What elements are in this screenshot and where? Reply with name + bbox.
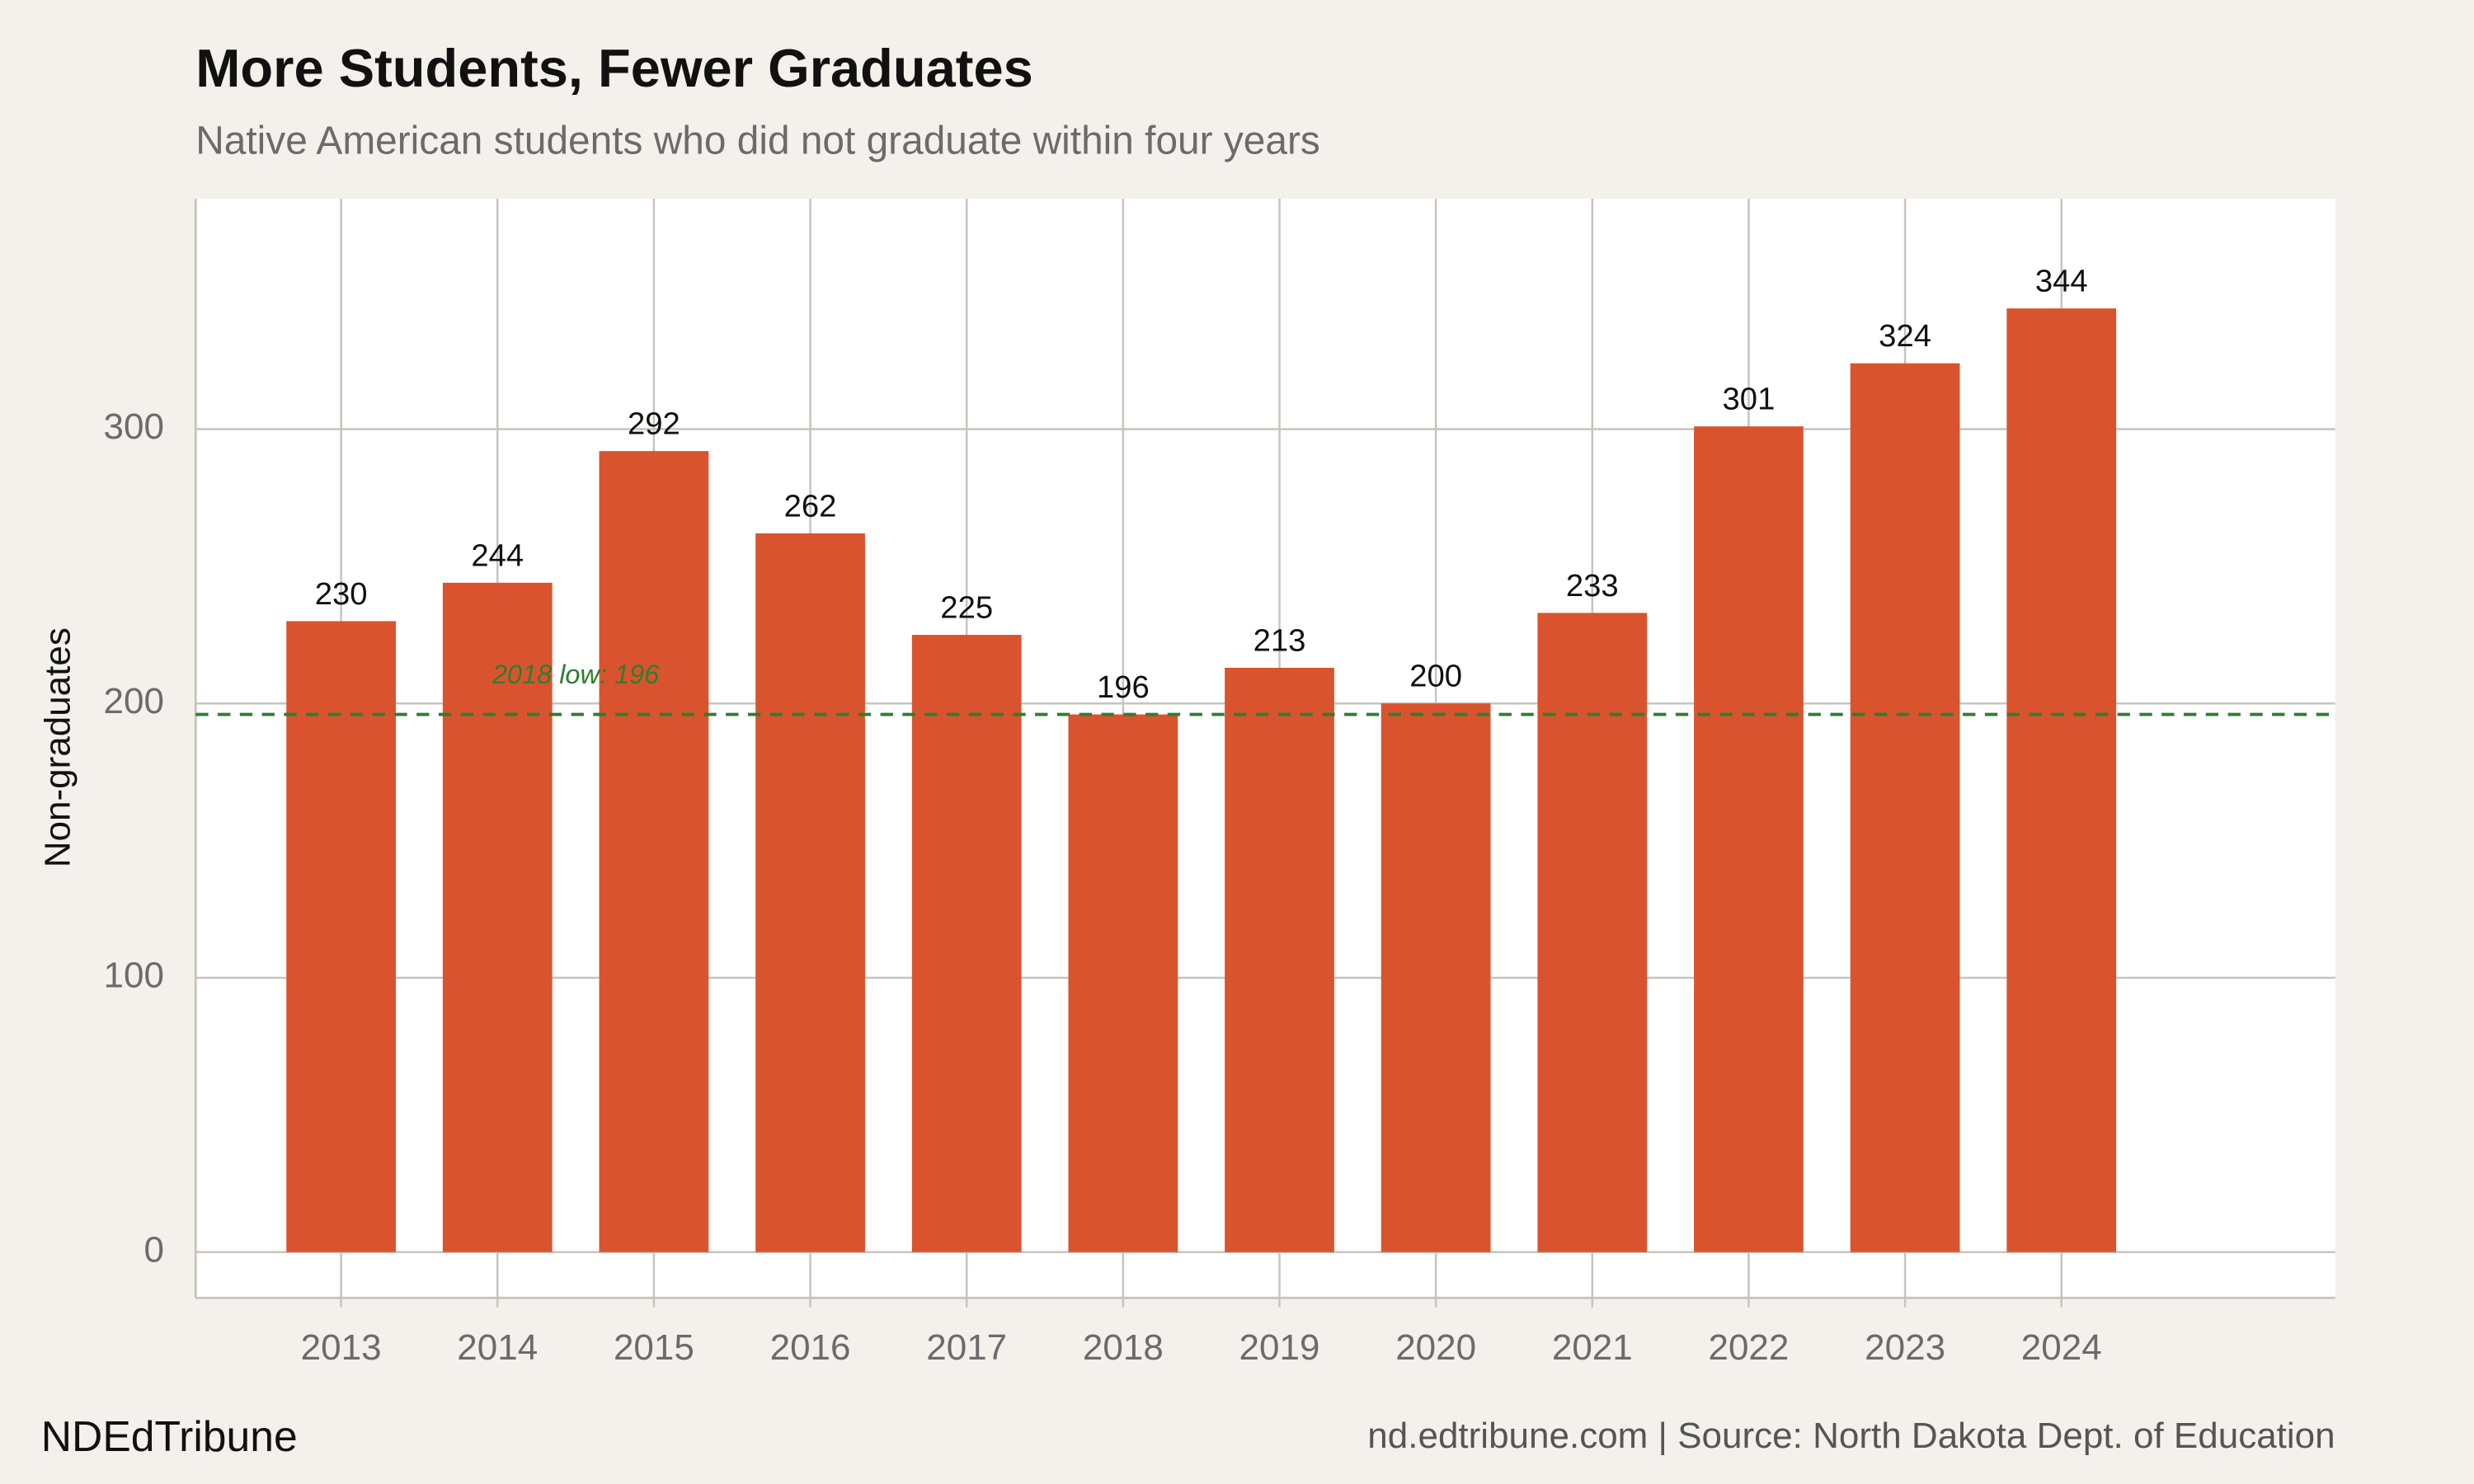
value-label: 344	[2035, 264, 2088, 299]
y-tick-label: 100	[104, 956, 164, 996]
value-label: 200	[1409, 659, 1462, 694]
x-tick-label: 2024	[2021, 1327, 2102, 1368]
x-tick-label: 2016	[770, 1327, 851, 1368]
bar	[1380, 703, 1491, 1252]
x-tick-label: 2021	[1552, 1327, 1633, 1368]
bar	[1537, 613, 1648, 1252]
y-tick-label: 0	[143, 1229, 163, 1270]
x-tick-label: 2020	[1395, 1327, 1476, 1368]
reference-label: 2018 low: 196	[492, 660, 660, 689]
value-label: 233	[1566, 568, 1619, 603]
bar	[2006, 308, 2117, 1252]
bar	[1694, 426, 1804, 1252]
chart-title: More Students, Fewer Graduates	[195, 38, 1033, 98]
x-tick-label: 2015	[614, 1327, 694, 1368]
brand: NDEdTribune	[41, 1412, 298, 1460]
value-label: 230	[315, 576, 368, 612]
y-tick-label: 300	[104, 406, 164, 447]
value-label: 301	[1723, 382, 1776, 417]
bar	[1068, 714, 1178, 1252]
chart-subtitle: Native American students who did not gra…	[195, 120, 1320, 163]
value-label: 225	[940, 590, 993, 626]
x-tick-label: 2014	[457, 1327, 538, 1368]
value-label: 292	[628, 406, 680, 442]
value-label: 262	[784, 488, 837, 524]
x-tick-label: 2019	[1239, 1327, 1320, 1368]
x-tick-label: 2018	[1083, 1327, 1164, 1368]
value-label: 244	[471, 538, 524, 573]
value-label: 324	[1879, 318, 1931, 354]
bar	[1850, 363, 1960, 1252]
bar	[599, 451, 709, 1252]
value-label: 213	[1253, 623, 1306, 659]
bar	[911, 635, 1022, 1252]
x-tick-label: 2013	[301, 1327, 382, 1368]
x-tick-label: 2022	[1709, 1327, 1790, 1368]
bar	[286, 621, 396, 1252]
bar	[1225, 667, 1334, 1252]
caption: nd.edtribune.com | Source: North Dakota …	[1367, 1416, 2335, 1456]
bar	[442, 582, 553, 1252]
x-tick-label: 2023	[1865, 1327, 1945, 1368]
bar	[755, 533, 865, 1252]
x-tick-label: 2017	[926, 1327, 1007, 1368]
y-tick-label: 200	[104, 681, 164, 721]
value-label: 196	[1097, 669, 1150, 705]
y-axis-label: Non-graduates	[37, 627, 78, 867]
